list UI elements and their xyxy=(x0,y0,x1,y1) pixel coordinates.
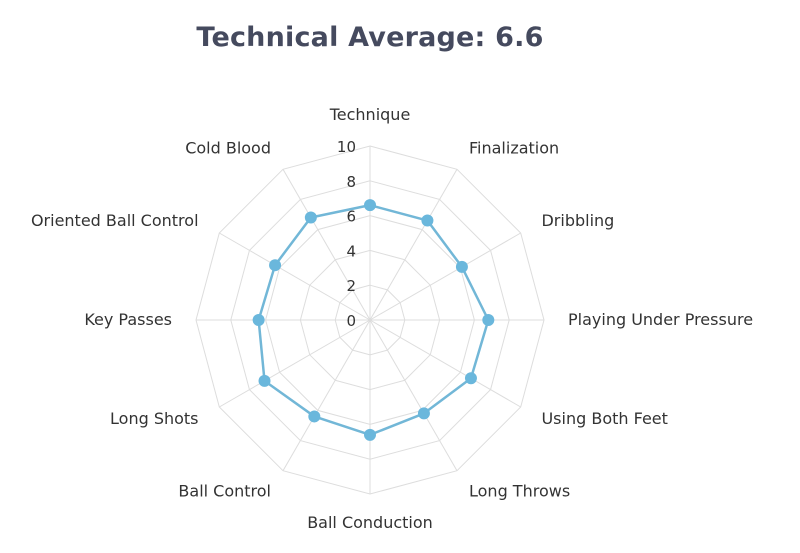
spoke xyxy=(369,232,521,321)
axis-label: Key Passes xyxy=(84,310,172,329)
axis-label: Cold Blood xyxy=(185,139,271,158)
spoke xyxy=(219,319,371,408)
axis-label: Ball Conduction xyxy=(307,513,433,532)
axis-label: Ball Control xyxy=(178,481,271,500)
spoke xyxy=(369,169,458,321)
data-point[interactable] xyxy=(482,314,495,326)
data-point[interactable] xyxy=(455,260,468,273)
axis-label: Playing Under Pressure xyxy=(568,310,753,329)
chart-title: Technical Average: 6.6 xyxy=(196,22,544,53)
series xyxy=(252,199,495,441)
spoke xyxy=(282,169,371,321)
tick-label: 6 xyxy=(346,208,356,226)
data-point[interactable] xyxy=(364,428,376,441)
axis-label: Finalization xyxy=(469,139,559,158)
spokes xyxy=(196,146,544,494)
data-point[interactable] xyxy=(304,211,317,224)
tick-label: 0 xyxy=(346,312,356,330)
spoke xyxy=(219,232,371,321)
spoke xyxy=(369,319,521,408)
tick-label: 8 xyxy=(346,173,356,191)
data-point[interactable] xyxy=(252,314,265,326)
tick-labels: 0 2 4 6 8 10 xyxy=(337,138,356,330)
data-point[interactable] xyxy=(364,199,376,212)
axis-labels: Technique Finalization Dribbling Playing Un… xyxy=(31,105,753,532)
axis-label: Dribbling xyxy=(541,211,614,230)
tick-label: 4 xyxy=(346,242,356,260)
data-point[interactable] xyxy=(269,259,282,272)
axis-label: Technique xyxy=(329,105,411,124)
axis-label: Long Throws xyxy=(469,481,570,500)
axis-label: Using Both Feet xyxy=(541,409,667,428)
tick-label: 2 xyxy=(346,277,356,295)
spoke xyxy=(282,319,371,471)
spoke xyxy=(369,319,458,471)
data-point[interactable] xyxy=(421,214,434,227)
axis-label: Oriented Ball Control xyxy=(31,211,199,230)
data-point[interactable] xyxy=(417,407,430,420)
tick-label: 10 xyxy=(337,138,356,156)
data-point[interactable] xyxy=(258,374,271,387)
data-point[interactable] xyxy=(308,410,321,423)
axis-label: Long Shots xyxy=(110,409,199,428)
data-point[interactable] xyxy=(464,372,477,385)
